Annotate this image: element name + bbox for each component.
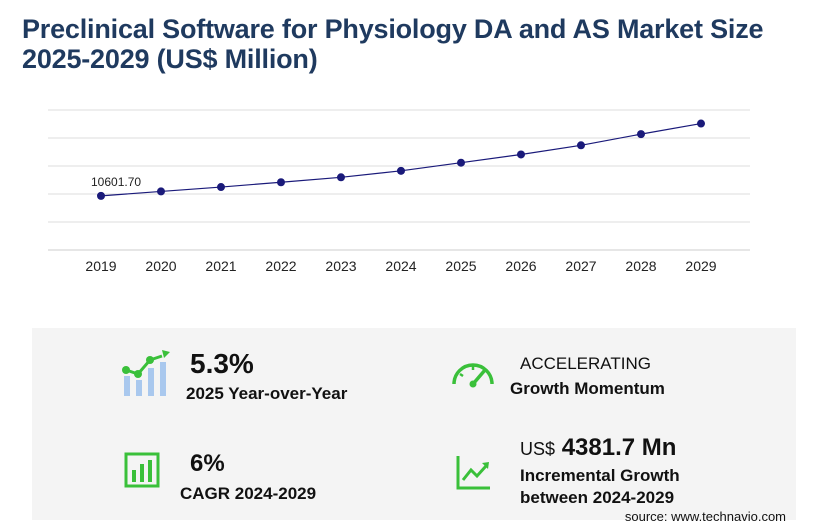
trend-up-icon — [456, 456, 490, 490]
cagr-label: CAGR 2024-2029 — [180, 484, 317, 503]
x-tick-label: 2019 — [85, 258, 116, 274]
data-point — [337, 173, 345, 182]
x-tick-label: 2021 — [205, 258, 236, 274]
data-point — [697, 119, 705, 128]
data-point — [577, 141, 585, 150]
kpi-panel: 5.3% 2025 Year-over-Year ACCELERATING Gr… — [32, 328, 796, 520]
gridlines — [48, 109, 750, 251]
x-tick-label: 2023 — [325, 258, 356, 274]
x-tick-label: 2027 — [565, 258, 596, 274]
yoy-label: 2025 Year-over-Year — [186, 384, 348, 403]
line-chart: 2019 2020 2021 2022 2023 2024 2025 2026 2027 2028… — [48, 109, 750, 274]
data-point — [97, 191, 105, 200]
x-tick-label: 2020 — [145, 258, 176, 274]
incremental-amount: 4381.7 Mn — [561, 434, 677, 461]
data-point — [457, 158, 465, 167]
data-point — [157, 187, 165, 196]
data-point — [517, 150, 525, 159]
incremental-label-1: Incremental Growth — [520, 466, 680, 485]
data-label: 10601.70 — [91, 175, 141, 189]
incremental-label-2: between 2024-2029 — [520, 488, 675, 507]
data-point — [397, 166, 405, 175]
incremental-value: US$ 4381.7 Mn — [520, 434, 676, 462]
incremental-unit: US$ — [520, 439, 556, 459]
x-tick-label: 2022 — [265, 258, 296, 274]
x-tick-label: 2025 — [445, 258, 476, 274]
x-tick-label: 2029 — [685, 258, 716, 274]
data-labels: 10601.70 — [91, 175, 141, 189]
yoy-value: 5.3% — [190, 348, 254, 379]
x-tick-label: 2026 — [505, 258, 536, 274]
x-tick-labels: 2019 2020 2021 2022 2023 2024 2025 2026 2027 2028… — [85, 258, 716, 274]
growth-chart-icon — [122, 350, 170, 396]
momentum-value: ACCELERATING — [520, 354, 651, 373]
data-point — [277, 178, 285, 187]
momentum-label: Growth Momentum — [510, 379, 665, 398]
speedometer-icon — [452, 363, 494, 388]
cagr-value: 6% — [190, 450, 225, 477]
bar-chart-icon — [124, 452, 160, 488]
series-line — [100, 122, 702, 197]
data-point — [217, 183, 225, 192]
chart-title: Preclinical Software for Physiology DA a… — [22, 14, 764, 74]
x-tick-label: 2028 — [625, 258, 656, 274]
data-points — [97, 119, 705, 200]
source-text: source: www.technavio.com — [624, 509, 786, 524]
x-tick-label: 2024 — [385, 258, 416, 274]
data-point — [637, 130, 645, 139]
